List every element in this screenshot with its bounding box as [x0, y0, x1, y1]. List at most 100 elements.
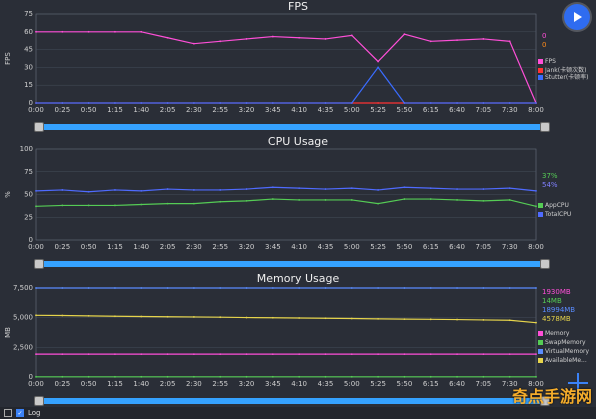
series-point-0: [87, 353, 90, 355]
legend-item[interactable]: TotalCPU: [538, 211, 571, 218]
legend-swatch: [538, 358, 543, 363]
legend-item[interactable]: AvailableMe...: [538, 357, 587, 364]
y-tick-label: 60: [24, 28, 33, 36]
legend-item[interactable]: VirtualMemory: [538, 348, 589, 355]
series-point-0: [403, 198, 406, 200]
x-tick-label: 3:45: [265, 380, 281, 388]
x-tick-label: 2:05: [160, 243, 176, 251]
series-point-1: [324, 375, 327, 378]
legend-item[interactable]: SwapMemory: [538, 339, 586, 346]
legend-item[interactable]: Stutter(卡顿率): [538, 72, 589, 81]
current-value-label: 0: [542, 32, 547, 40]
x-tick-label: 1:40: [133, 243, 149, 251]
series-point-1: [535, 375, 537, 378]
series-point-3: [35, 314, 37, 317]
legend-label: AvailableMe...: [545, 357, 587, 364]
legend-label: AppCPU: [545, 202, 569, 209]
x-tick-label: 4:35: [318, 380, 334, 388]
legend-item[interactable]: FPS: [538, 58, 556, 65]
memory-chart: 7,500 5,000 2,500 00:00 0:25 0:50 1:15 1:40 2:05…: [4, 284, 544, 388]
x-tick-label: 7:30: [502, 106, 518, 114]
fps-slider-end-handle[interactable]: [540, 122, 550, 132]
series-point-0: [35, 353, 37, 355]
series-point-3: [140, 315, 143, 318]
series-point-3: [456, 318, 458, 321]
legend-swatch: [538, 349, 543, 354]
play-button[interactable]: [564, 4, 590, 30]
series-point-2: [456, 287, 458, 289]
x-tick-label: 2:55: [212, 243, 228, 251]
x-tick-label: 4:10: [291, 106, 307, 114]
cpu-slider-start-handle[interactable]: [34, 259, 44, 269]
x-tick-label: 5:25: [370, 380, 386, 388]
series-point-1: [166, 375, 169, 378]
series-point-2: [350, 287, 353, 289]
cpu-range-slider[interactable]: [34, 259, 550, 269]
series-point-0: [271, 353, 274, 355]
x-tick-label: 7:30: [502, 380, 518, 388]
memory-slider-end-handle[interactable]: [540, 396, 550, 406]
footer-checkbox[interactable]: [4, 409, 12, 417]
series-point-3: [219, 316, 222, 319]
series-point-0: [166, 353, 169, 355]
series-point-2: [482, 102, 485, 104]
x-tick-label: 3:20: [239, 380, 255, 388]
memory-panel: Memory Usage 7,500 5,000 2,500 0 0:00 0:25 0:5…: [0, 270, 596, 410]
x-tick-label: 6:15: [423, 106, 439, 114]
series-point-0: [377, 60, 380, 63]
legend-item[interactable]: Jank(卡顿次数): [538, 65, 586, 74]
series-point-0: [271, 35, 274, 38]
series-point-0: [482, 353, 485, 355]
legend-item[interactable]: AppCPU: [538, 202, 569, 209]
series-point-1: [508, 187, 511, 190]
play-icon: [574, 12, 582, 22]
series-point-1: [456, 188, 458, 190]
legend-label: FPS: [545, 58, 556, 65]
legend-label: Stutter(卡顿率): [545, 74, 589, 81]
legend-item[interactable]: Memory: [538, 330, 569, 337]
series-point-0: [298, 353, 301, 355]
memory-range-slider[interactable]: [34, 396, 550, 406]
series-point-2: [324, 102, 327, 104]
series-point-1: [245, 375, 248, 378]
x-tick-label: 1:40: [133, 106, 149, 114]
x-tick-label: 5:25: [370, 243, 386, 251]
x-tick-label: 3:45: [265, 243, 281, 251]
fps-slider-start-handle[interactable]: [34, 122, 44, 132]
x-tick-label: 6:40: [449, 243, 465, 251]
series-point-2: [456, 102, 458, 104]
fps-range-slider[interactable]: [34, 122, 550, 132]
legend-swatch: [538, 75, 543, 80]
cpu-chart: 100 75 50 25 00:00 0:25 0:50 1:15 1:40 2:05 2:30 2:…: [4, 145, 544, 251]
series-line-1: [35, 186, 537, 193]
x-tick-label: 1:15: [107, 106, 123, 114]
series-point-2: [535, 287, 537, 289]
y-tick-label: 5,000: [13, 314, 33, 322]
y-tick-label: 75: [24, 168, 33, 176]
series-line-3: [35, 314, 537, 324]
series-point-0: [350, 353, 353, 355]
x-tick-label: 2:05: [160, 380, 176, 388]
cpu-slider-end-handle[interactable]: [540, 259, 550, 269]
memory-slider-start-handle[interactable]: [34, 396, 44, 406]
series-point-2: [114, 102, 116, 104]
series-point-2: [324, 287, 327, 289]
series-point-1: [403, 375, 406, 378]
log-checkbox[interactable]: ✓: [16, 409, 24, 417]
legend-swatch: [538, 68, 543, 73]
series-point-1: [35, 189, 37, 192]
legend-label: SwapMemory: [545, 339, 586, 346]
x-tick-label: 8:00: [528, 243, 544, 251]
series-point-0: [508, 353, 511, 355]
x-tick-label: 3:20: [239, 106, 255, 114]
y-axis-label: FPS: [4, 52, 12, 65]
series-point-2: [87, 102, 90, 104]
x-tick-label: 8:00: [528, 106, 544, 114]
log-label: Log: [28, 409, 41, 417]
series-point-3: [87, 314, 90, 317]
series-point-1: [298, 375, 301, 378]
series-point-0: [508, 40, 511, 43]
x-tick-label: 5:50: [397, 106, 413, 114]
series-point-1: [271, 186, 274, 189]
series-point-1: [245, 188, 248, 190]
